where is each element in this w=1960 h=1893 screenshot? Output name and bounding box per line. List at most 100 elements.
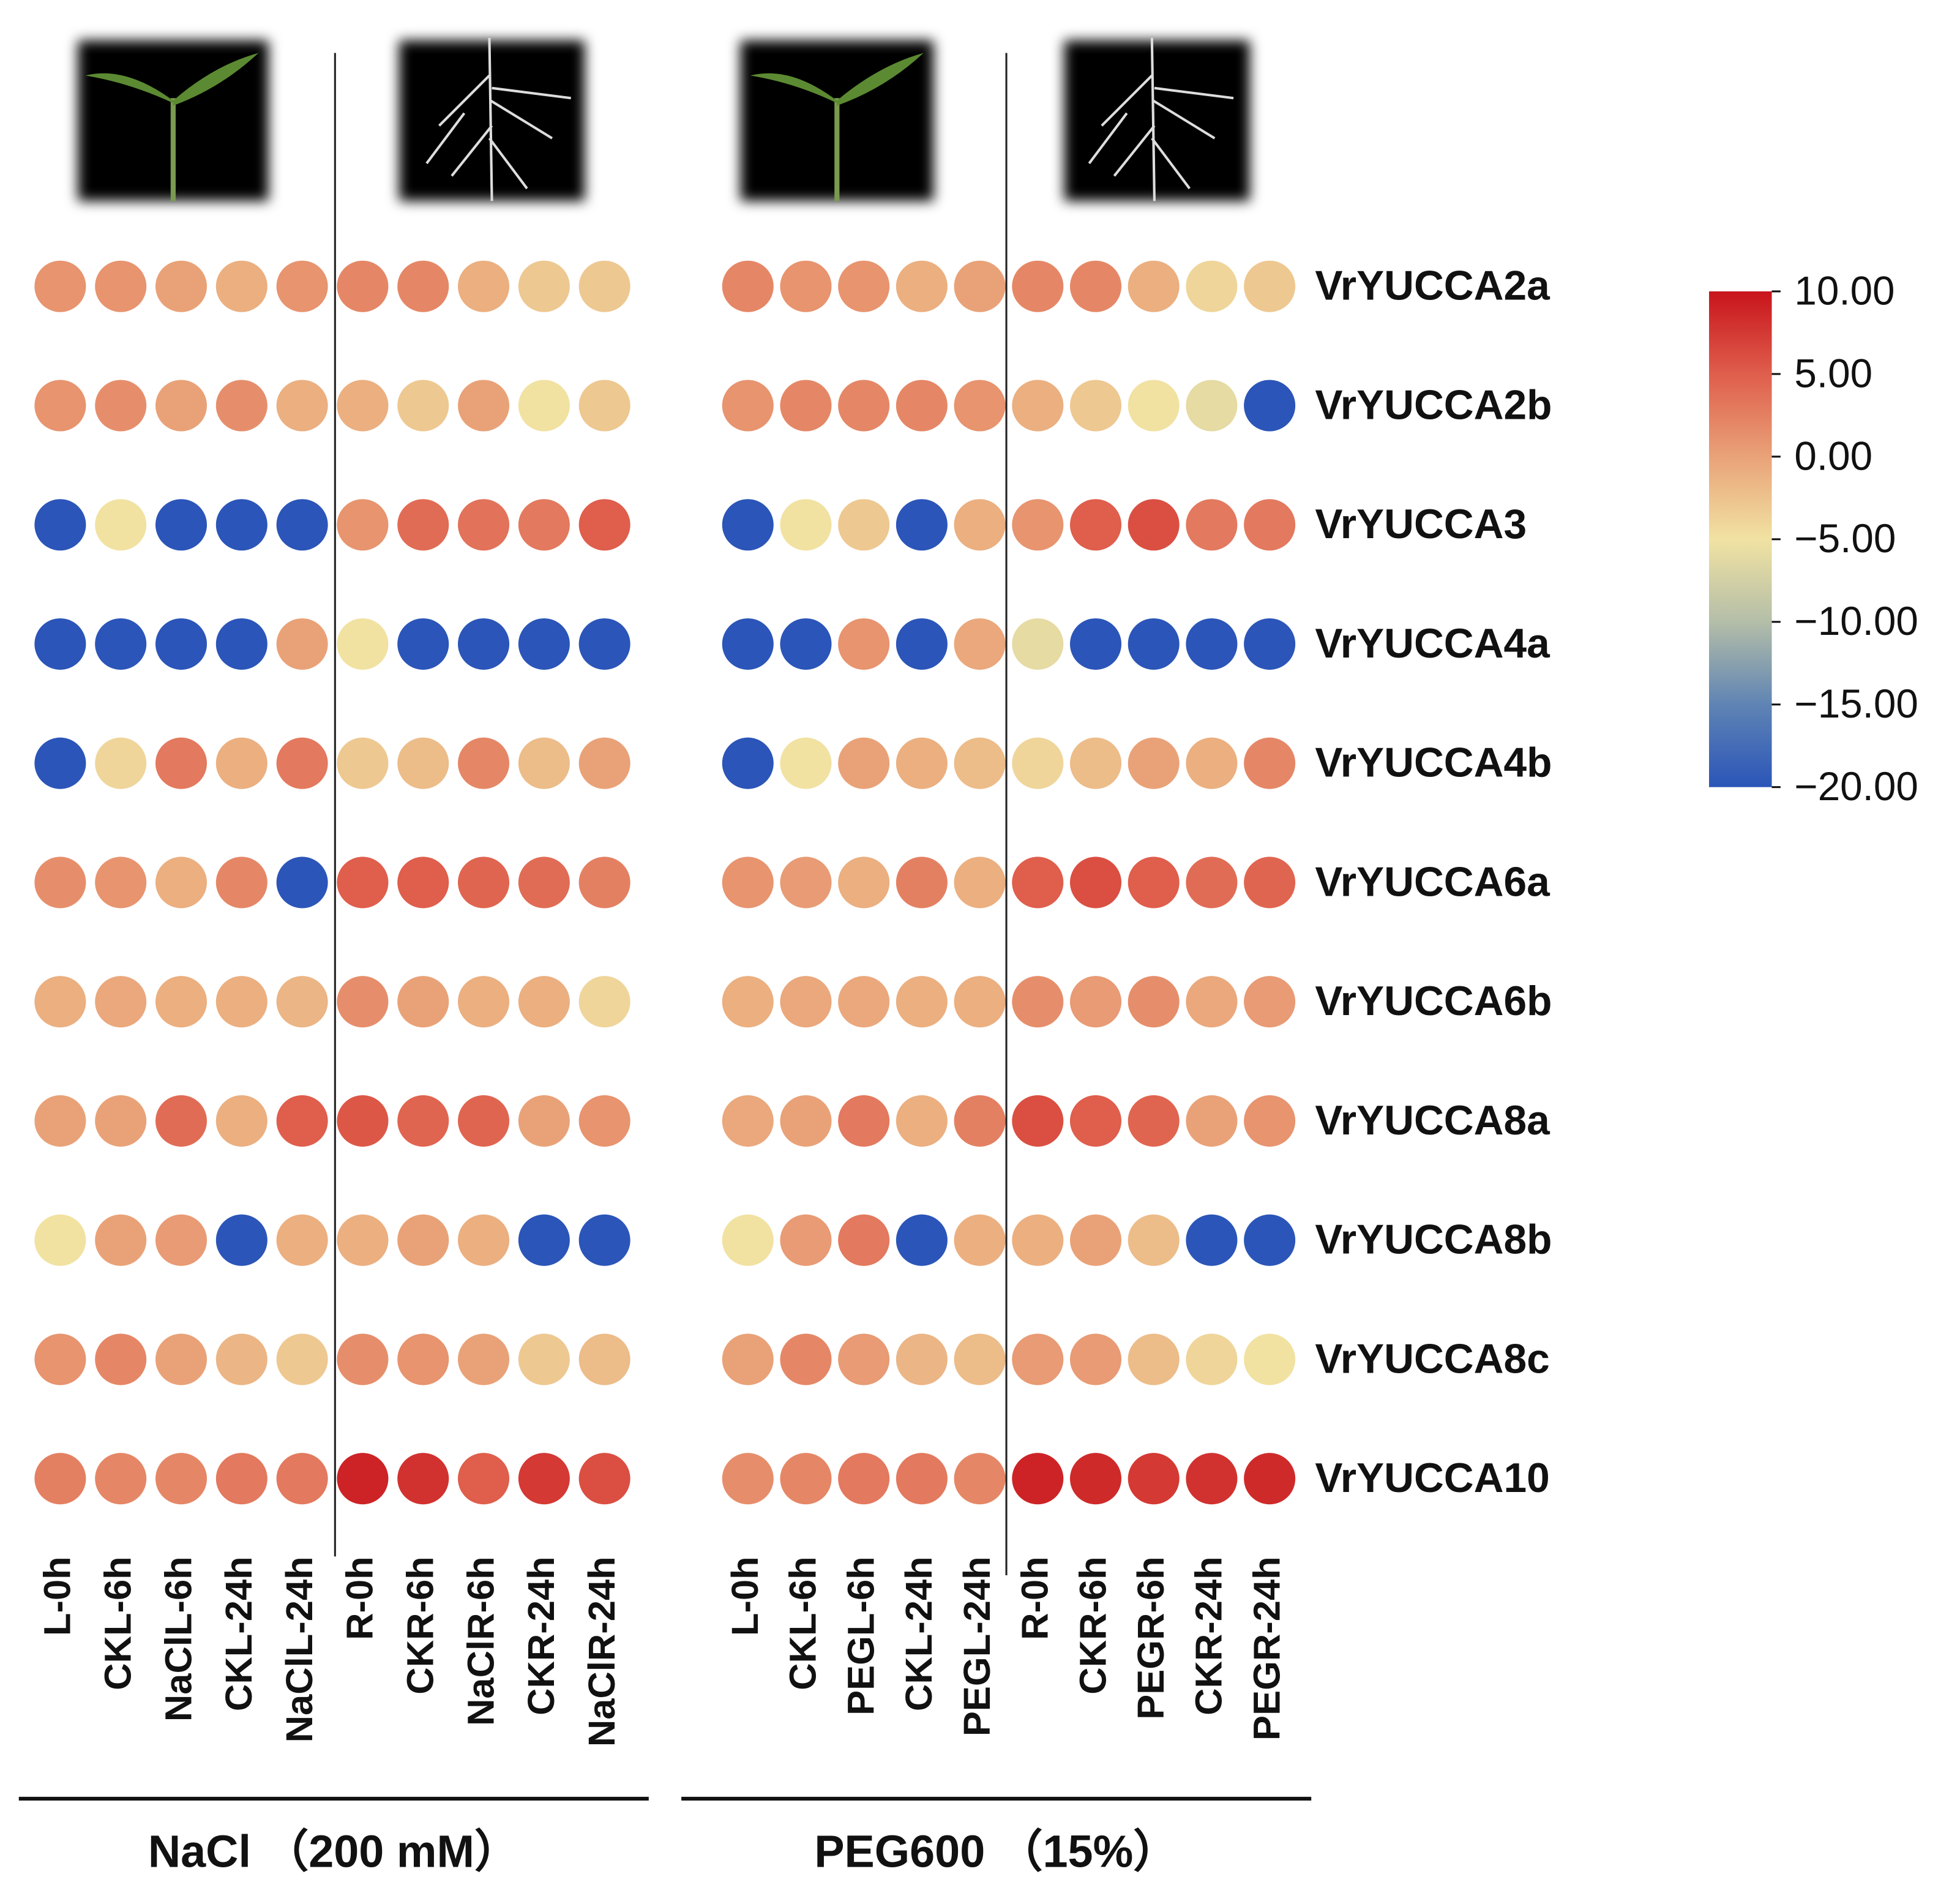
column-label: PEGR-6h <box>1130 1556 1172 1719</box>
heat-dot <box>95 857 147 909</box>
heat-dot <box>1128 976 1180 1028</box>
heat-dot <box>458 857 510 909</box>
heat-dot <box>337 1095 389 1147</box>
heat-dot <box>954 380 1006 432</box>
heat-dot <box>1069 1214 1122 1266</box>
column-label: R-0h <box>1014 1556 1057 1640</box>
heat-dot <box>1069 260 1122 312</box>
heat-dot <box>95 260 147 312</box>
heat-dot <box>780 976 832 1028</box>
heat-dot <box>397 1333 449 1385</box>
heat-dot <box>34 737 86 789</box>
heat-dot <box>155 380 208 432</box>
heat-dot <box>155 260 208 312</box>
heat-dot <box>1244 618 1296 670</box>
heat-dot <box>518 1214 570 1266</box>
heat-dot <box>34 1214 86 1266</box>
heat-dot <box>337 976 389 1028</box>
heat-dot <box>1069 380 1122 432</box>
heat-dot <box>215 737 267 789</box>
heat-dot <box>276 618 328 670</box>
heat-dot <box>518 618 570 670</box>
heat-dot <box>1186 618 1238 670</box>
heat-dot <box>578 737 630 789</box>
root-image <box>1064 37 1250 201</box>
heat-dot <box>155 857 208 909</box>
heat-dot <box>722 1453 774 1505</box>
heat-dot <box>722 499 774 551</box>
heat-dot <box>95 976 147 1028</box>
heat-dot <box>34 1333 86 1385</box>
colorbar-tick-label: −20.00 <box>1794 764 1918 809</box>
row-label: VrYUCCA6b <box>1315 978 1552 1024</box>
heat-dot <box>215 380 267 432</box>
heat-dot <box>780 499 832 551</box>
group-title: NaCl （200 mM） <box>148 1826 520 1877</box>
heat-dot <box>722 1333 774 1385</box>
heat-dot <box>1128 1095 1180 1147</box>
heat-dot <box>397 260 449 312</box>
heat-dot <box>1244 1214 1296 1266</box>
heat-dot <box>1186 1095 1238 1147</box>
heat-dot <box>215 857 267 909</box>
heat-dot <box>896 976 948 1028</box>
heat-dot <box>337 737 389 789</box>
heat-dot <box>518 380 570 432</box>
heat-dot <box>1128 737 1180 789</box>
heat-dot <box>458 976 510 1028</box>
heat-dot <box>397 1214 449 1266</box>
row-label: VrYUCCA8a <box>1315 1098 1550 1144</box>
heat-dot <box>578 260 630 312</box>
heat-dot <box>337 1214 389 1266</box>
heat-dot <box>1244 380 1296 432</box>
heat-dot <box>458 1333 510 1385</box>
heat-dot <box>780 737 832 789</box>
heat-dot <box>1012 618 1064 670</box>
heat-dot <box>1244 857 1296 909</box>
heat-dot <box>780 1095 832 1147</box>
heat-dot <box>896 857 948 909</box>
heat-dot <box>1069 618 1122 670</box>
leaf-image <box>740 40 934 201</box>
heat-dot <box>215 1453 267 1505</box>
heat-dot <box>34 857 86 909</box>
heat-dot <box>215 260 267 312</box>
heat-dot <box>780 1453 832 1505</box>
column-label: CKL-24h <box>218 1556 260 1711</box>
heat-dot <box>1186 1214 1238 1266</box>
heat-dot <box>458 260 510 312</box>
heat-dot <box>518 976 570 1028</box>
heat-dot <box>1012 737 1064 789</box>
heat-dot <box>276 857 328 909</box>
row-label: VrYUCCA6a <box>1315 859 1550 905</box>
heat-dot <box>578 976 630 1028</box>
heat-dot <box>337 1333 389 1385</box>
heat-dot <box>780 1333 832 1385</box>
column-label: PEGR-24h <box>1246 1556 1288 1741</box>
heat-dot <box>518 1333 570 1385</box>
heat-dot <box>896 380 948 432</box>
heat-dot <box>155 618 208 670</box>
column-label: L-0h <box>724 1556 766 1636</box>
heat-dot <box>276 1453 328 1505</box>
heat-dot <box>95 1095 147 1147</box>
heat-dot <box>722 1095 774 1147</box>
column-label: CKR-24h <box>1188 1556 1230 1715</box>
heat-dot <box>838 1333 890 1385</box>
column-label: L-0h <box>37 1556 79 1636</box>
heat-dot <box>215 1214 267 1266</box>
heat-dot <box>95 1453 147 1505</box>
heat-dot <box>397 857 449 909</box>
heat-dot <box>954 976 1006 1028</box>
heat-dot <box>1069 976 1122 1028</box>
heat-dot <box>34 499 86 551</box>
colorbar <box>1709 291 1772 787</box>
heat-dot <box>1128 380 1180 432</box>
heat-dot <box>1244 1333 1296 1385</box>
heat-dot <box>276 380 328 432</box>
heat-dot <box>896 1214 948 1266</box>
heat-dot <box>896 1453 948 1505</box>
heat-dot <box>578 380 630 432</box>
heat-dot <box>722 380 774 432</box>
heat-dot <box>896 260 948 312</box>
